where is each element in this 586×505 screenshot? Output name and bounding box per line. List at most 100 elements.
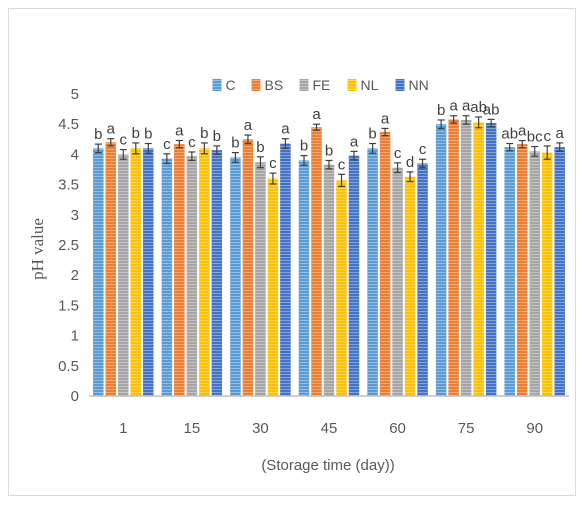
legend-label-fe: FE <box>313 77 331 93</box>
x-tick-label: 75 <box>458 420 475 437</box>
bar-texture <box>336 180 347 396</box>
significance-label: b <box>325 142 333 159</box>
significance-label: a <box>518 123 527 140</box>
bar-texture <box>311 127 322 396</box>
significance-label: d <box>406 154 414 171</box>
bar-texture <box>280 143 291 396</box>
significance-label: a <box>107 121 116 138</box>
y-tick-label: 2 <box>71 267 79 284</box>
bar-texture <box>516 144 528 396</box>
significance-label: b <box>213 128 221 145</box>
significance-label: a <box>556 125 565 142</box>
bar-texture <box>504 147 515 396</box>
bar-texture <box>298 160 310 396</box>
legend-label-nl: NL <box>361 77 379 93</box>
bar-texture <box>417 163 428 396</box>
significance-label: b <box>368 126 376 143</box>
significance-label: c <box>188 134 196 151</box>
significance-label: c <box>419 141 427 158</box>
significance-label: a <box>449 98 458 115</box>
significance-label: ab <box>470 99 487 116</box>
legend-label-bs: BS <box>265 77 284 93</box>
bar-texture <box>541 152 553 396</box>
significance-label: a <box>350 133 359 150</box>
significance-label: b <box>300 138 308 155</box>
significance-label: b <box>132 125 140 142</box>
significance-label: c <box>120 132 128 149</box>
significance-label: b <box>94 126 102 143</box>
chart-legend: C BS FE NL NN <box>212 77 429 93</box>
bar-texture <box>435 124 447 396</box>
significance-label: ab <box>483 101 500 118</box>
bar-texture <box>174 144 185 396</box>
y-tick-label: 1.5 <box>58 297 79 314</box>
bar-texture <box>143 148 154 396</box>
significance-label: a <box>312 106 321 123</box>
legend-swatch-texture <box>212 79 222 91</box>
legend-swatch-texture <box>395 79 405 91</box>
significance-label: a <box>381 110 390 127</box>
significance-label: c <box>338 156 346 173</box>
x-axis-title: (Storage time (day)) <box>261 457 394 474</box>
x-tick-label: 30 <box>252 420 269 437</box>
y-tick-label: 3 <box>71 207 79 224</box>
significance-label: a <box>175 123 184 140</box>
legend-swatch-texture <box>299 79 309 91</box>
bar-texture <box>448 119 459 397</box>
bar-texture <box>255 162 266 396</box>
y-tick-label: 3.5 <box>58 177 79 194</box>
x-tick-label: 90 <box>526 420 543 437</box>
bar-texture <box>473 122 484 396</box>
bar-texture <box>485 122 497 396</box>
y-tick-label: 0 <box>71 388 79 405</box>
bar-texture <box>105 142 117 396</box>
bar-texture <box>199 148 210 396</box>
bar-texture <box>211 150 223 396</box>
bar-texture <box>93 148 104 396</box>
bar-texture <box>118 154 129 396</box>
legend-swatch-texture <box>347 79 357 91</box>
bar-texture <box>367 148 378 396</box>
significance-label: c <box>269 155 277 172</box>
bar-texture <box>186 156 198 396</box>
bar-texture <box>161 158 173 396</box>
significance-label: a <box>462 98 471 115</box>
bar-texture <box>404 176 416 396</box>
x-tick-label: 1 <box>119 420 127 437</box>
significance-label: a <box>281 121 290 138</box>
significance-label: b <box>144 126 152 143</box>
x-tick-label: 60 <box>389 420 406 437</box>
x-tick-label: 15 <box>184 420 201 437</box>
bar-texture <box>230 157 241 396</box>
significance-label: c <box>394 145 402 162</box>
bar-texture <box>379 132 391 396</box>
bar-texture <box>267 178 279 396</box>
significance-label: c <box>543 128 551 145</box>
y-tick-label: 1 <box>71 328 79 345</box>
x-tick-label: 45 <box>321 420 338 437</box>
bar-texture <box>392 167 403 396</box>
bar-texture <box>130 148 142 396</box>
y-axis-title: pH value <box>28 218 47 280</box>
significance-label: b <box>231 135 239 152</box>
y-tick-label: 0.5 <box>58 358 79 375</box>
bar-texture <box>242 139 254 397</box>
significance-label: b <box>437 102 445 119</box>
y-tick-label: 2.5 <box>58 237 79 254</box>
bar-texture <box>554 147 565 396</box>
legend-label-nn: NN <box>409 77 429 93</box>
bar-chart: C BS FE NL NN 00.511.522.533.544.55 bc b bbbab… <box>28 77 569 474</box>
legend-swatch-texture <box>251 79 261 91</box>
significance-label: bc <box>527 129 543 146</box>
y-tick-label: 5 <box>71 86 79 103</box>
significance-label: b <box>256 139 264 156</box>
y-tick-label: 4 <box>71 146 79 163</box>
chart-frame: C BS FE NL NN 0 0.5 1 1.5 2 2.5 3 3.5 4 4.5 5 b c b b b b ab… <box>8 8 576 496</box>
significance-label: ab <box>501 126 518 143</box>
legend-label-c: C <box>226 77 236 93</box>
significance-label: c <box>163 136 171 153</box>
significance-label: a <box>244 117 253 134</box>
y-axis: 0 0.5 1 1.5 2 2.5 3 3.5 4 4.5 5 <box>58 86 79 405</box>
bar-texture <box>529 151 540 396</box>
